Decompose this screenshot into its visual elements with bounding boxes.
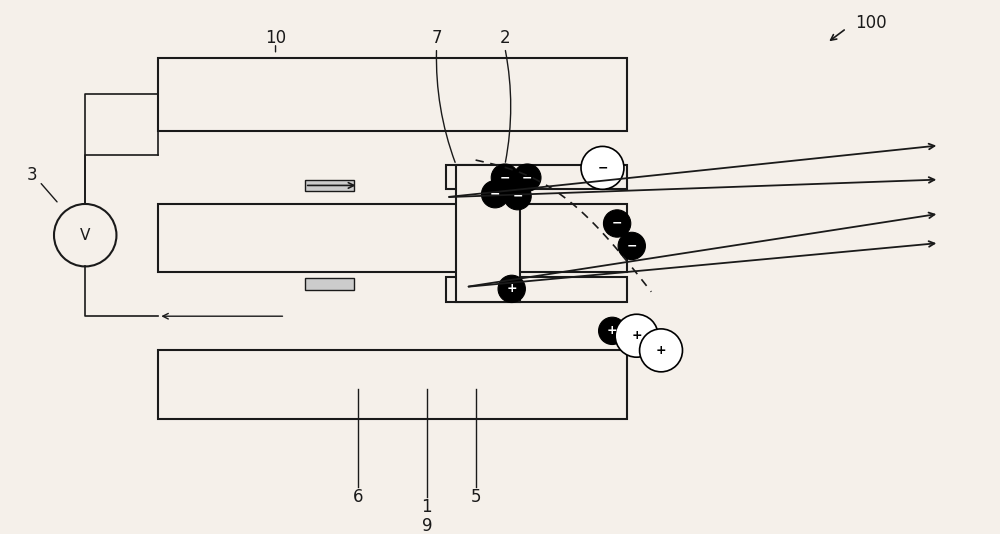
Text: −: −	[612, 217, 622, 230]
Text: 10: 10	[265, 29, 286, 47]
Text: −: −	[512, 190, 523, 203]
Text: −: −	[627, 239, 637, 253]
Bar	[305, 278, 354, 290]
Text: 9: 9	[422, 517, 432, 534]
Circle shape	[599, 317, 626, 344]
Circle shape	[481, 180, 509, 208]
Bar	[158, 204, 627, 272]
Circle shape	[615, 314, 658, 357]
Text: +: +	[656, 344, 666, 357]
Text: +: +	[607, 324, 618, 337]
Circle shape	[640, 329, 683, 372]
Bar	[456, 165, 520, 302]
Circle shape	[603, 210, 631, 237]
Circle shape	[514, 164, 541, 191]
Text: 3: 3	[26, 166, 37, 184]
Text: −: −	[490, 188, 500, 201]
Text: −: −	[500, 171, 510, 184]
Bar	[158, 58, 627, 131]
Circle shape	[491, 164, 519, 191]
Circle shape	[498, 275, 525, 303]
Text: +: +	[631, 329, 642, 342]
Bar	[446, 165, 627, 190]
Circle shape	[54, 204, 116, 266]
Circle shape	[581, 146, 624, 190]
Text: V: V	[80, 227, 90, 242]
Text: 2: 2	[500, 29, 510, 47]
Bar	[158, 350, 627, 419]
Text: 100: 100	[855, 14, 887, 33]
Text: 7: 7	[431, 29, 442, 47]
Text: −: −	[522, 171, 533, 184]
Text: 5: 5	[470, 488, 481, 506]
Text: +: +	[506, 282, 517, 295]
Bar	[446, 277, 627, 302]
Bar	[305, 179, 354, 191]
Text: 1: 1	[421, 498, 432, 515]
Circle shape	[504, 183, 531, 210]
Circle shape	[618, 232, 645, 260]
Text: 6: 6	[353, 488, 364, 506]
Text: −: −	[597, 161, 608, 175]
